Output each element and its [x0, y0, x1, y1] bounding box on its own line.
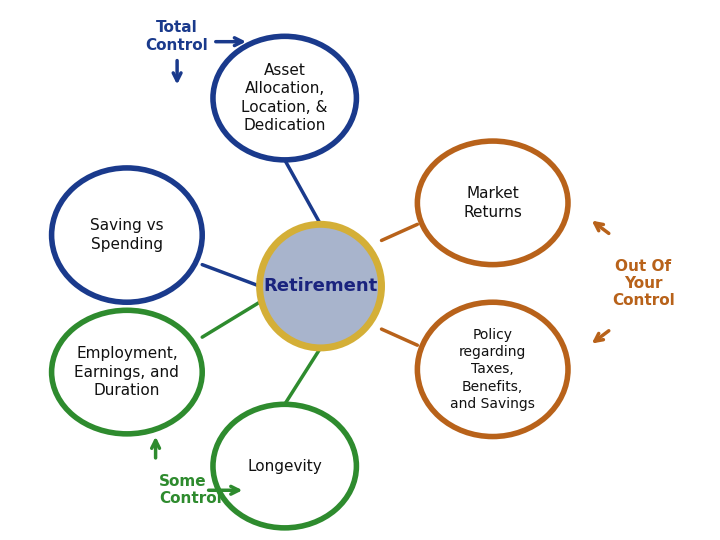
Text: Out Of
Your
Control: Out Of Your Control [612, 259, 675, 308]
Text: Policy
regarding
Taxes,
Benefits,
and Savings: Policy regarding Taxes, Benefits, and Sa… [450, 328, 535, 411]
Text: Longevity: Longevity [247, 458, 322, 474]
Ellipse shape [52, 310, 202, 434]
Ellipse shape [52, 168, 202, 302]
Ellipse shape [260, 224, 382, 348]
Text: Retirement: Retirement [264, 277, 378, 295]
Ellipse shape [213, 404, 356, 528]
Ellipse shape [213, 36, 356, 160]
Text: Asset
Allocation,
Location, &
Dedication: Asset Allocation, Location, & Dedication [241, 63, 328, 133]
Text: Employment,
Earnings, and
Duration: Employment, Earnings, and Duration [74, 346, 179, 398]
Text: Saving vs
Spending: Saving vs Spending [90, 218, 163, 252]
Ellipse shape [418, 302, 568, 436]
Text: Total
Control: Total Control [145, 20, 209, 52]
Text: Market
Returns: Market Returns [463, 186, 522, 220]
Ellipse shape [418, 141, 568, 265]
Text: Some
Control: Some Control [159, 474, 222, 507]
